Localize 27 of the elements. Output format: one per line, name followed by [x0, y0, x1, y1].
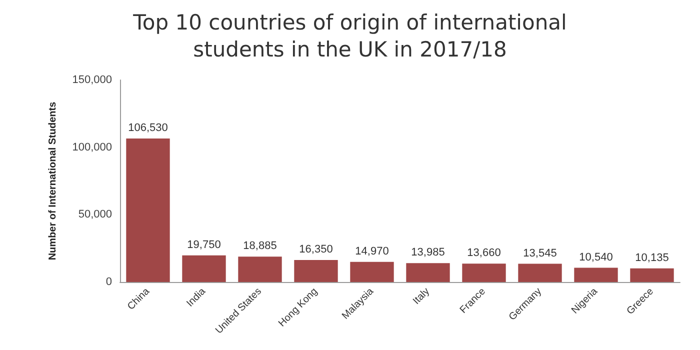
data-label: 106,530 [128, 122, 168, 134]
y-tick-label: 150,000 [72, 74, 112, 86]
data-label: 10,540 [579, 251, 613, 264]
data-label: 18,885 [243, 240, 277, 252]
data-label: 10,135 [635, 252, 669, 264]
bar [518, 264, 562, 282]
bar [238, 256, 282, 282]
data-label: 16,350 [299, 243, 333, 256]
y-tick-label: 100,000 [72, 141, 112, 154]
data-label: 13,660 [467, 247, 501, 260]
bar [406, 263, 450, 282]
data-label: 13,545 [523, 247, 557, 260]
bar [294, 260, 338, 282]
y-tick-label: 50,000 [78, 208, 112, 221]
y-tick-label: 0 [106, 276, 112, 288]
chart-title: Top 10 countries of origin of international students in the UK in 2017/18 [132, 10, 567, 62]
bar [574, 268, 618, 282]
y-axis-title: Number of International Students [48, 101, 58, 260]
bar [126, 138, 170, 282]
bar [350, 262, 394, 282]
data-label: 19,750 [187, 238, 221, 251]
data-label: 13,985 [411, 246, 445, 259]
bar [630, 268, 674, 282]
data-label: 14,970 [355, 245, 389, 258]
bar [182, 255, 226, 282]
x-tick-label: Italy [411, 286, 432, 307]
bar [462, 264, 506, 282]
